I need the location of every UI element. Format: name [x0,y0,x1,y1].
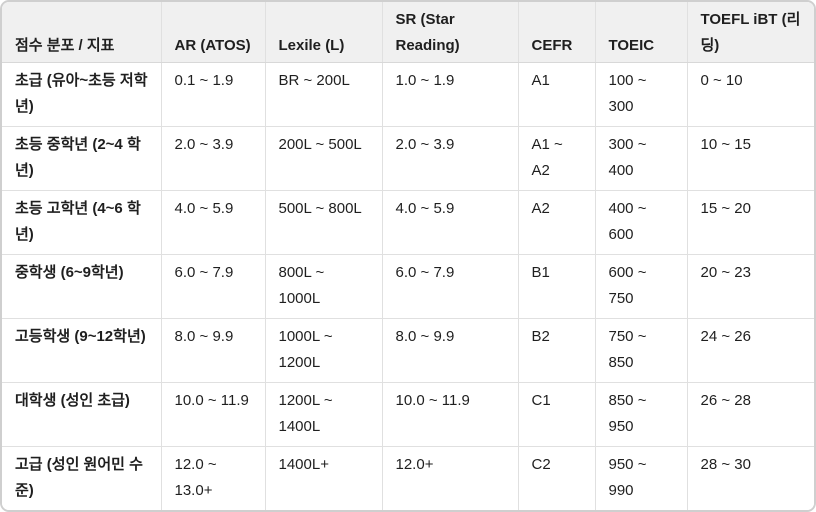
data-cell: 4.0 ~ 5.9 [160,190,266,255]
header-cell-sr-star-reading: SR (Star Reading) [381,2,519,63]
data-cell: 200L ~ 500L [264,126,383,191]
header-cell-lexile: Lexile (L) [264,2,383,63]
data-cell: 15 ~ 20 [686,190,814,255]
data-cell: 8.0 ~ 9.9 [160,318,266,383]
data-cell: C1 [517,382,596,447]
data-cell: C2 [517,446,596,510]
data-cell: 600 ~ 750 [594,254,688,319]
header-cell-toefl-ibt: TOEFL iBT (리딩) [686,2,814,63]
data-cell: 26 ~ 28 [686,382,814,447]
data-cell: BR ~ 200L [264,62,383,127]
header-cell-toeic: TOEIC [594,2,688,63]
row-label-cell: 초급 (유아~초등 저학년) [2,62,162,127]
data-cell: 1000L ~ 1200L [264,318,383,383]
data-cell: 20 ~ 23 [686,254,814,319]
data-cell: 1200L ~ 1400L [264,382,383,447]
row-label-cell: 중학생 (6~9학년) [2,254,162,319]
data-cell: 2.0 ~ 3.9 [381,126,519,191]
row-label-cell: 고등학생 (9~12학년) [2,318,162,383]
header-cell-ar-atos: AR (ATOS) [160,2,266,63]
data-cell: 750 ~ 850 [594,318,688,383]
data-cell: 1400L+ [264,446,383,510]
data-cell: B1 [517,254,596,319]
header-cell-cefr: CEFR [517,2,596,63]
header-row: 점수 분포 / 지표 AR (ATOS) Lexile (L) SR (Star… [2,2,814,63]
table-row: 초등 중학년 (2~4 학년) 2.0 ~ 3.9 200L ~ 500L 2.… [2,126,814,191]
data-cell: 0 ~ 10 [686,62,814,127]
row-label-cell: 초등 중학년 (2~4 학년) [2,126,162,191]
data-cell: 6.0 ~ 7.9 [160,254,266,319]
header-cell-score-index: 점수 분포 / 지표 [2,2,162,63]
data-cell: B2 [517,318,596,383]
table-row: 초급 (유아~초등 저학년) 0.1 ~ 1.9 BR ~ 200L 1.0 ~… [2,62,814,127]
data-cell: 10 ~ 15 [686,126,814,191]
data-cell: 28 ~ 30 [686,446,814,510]
table-row: 고급 (성인 원어민 수준) 12.0 ~ 13.0+ 1400L+ 12.0+… [2,446,814,510]
data-cell: A1 [517,62,596,127]
data-cell: 2.0 ~ 3.9 [160,126,266,191]
table-row: 중학생 (6~9학년) 6.0 ~ 7.9 800L ~ 1000L 6.0 ~… [2,254,814,319]
data-cell: 1.0 ~ 1.9 [381,62,519,127]
data-cell: 8.0 ~ 9.9 [381,318,519,383]
data-cell: A2 [517,190,596,255]
table-row: 대학생 (성인 초급) 10.0 ~ 11.9 1200L ~ 1400L 10… [2,382,814,447]
data-cell: 100 ~ 300 [594,62,688,127]
data-cell: 6.0 ~ 7.9 [381,254,519,319]
row-label-cell: 초등 고학년 (4~6 학년) [2,190,162,255]
row-label-cell: 고급 (성인 원어민 수준) [2,446,162,510]
data-cell: 800L ~ 1000L [264,254,383,319]
data-cell: 12.0+ [381,446,519,510]
data-cell: 950 ~ 990 [594,446,688,510]
row-label-cell: 대학생 (성인 초급) [2,382,162,447]
data-cell: 12.0 ~ 13.0+ [160,446,266,510]
data-cell: 10.0 ~ 11.9 [160,382,266,447]
data-cell: 850 ~ 950 [594,382,688,447]
data-cell: 500L ~ 800L [264,190,383,255]
data-cell: 300 ~ 400 [594,126,688,191]
data-cell: 400 ~ 600 [594,190,688,255]
data-cell: 0.1 ~ 1.9 [160,62,266,127]
data-cell: 24 ~ 26 [686,318,814,383]
table-row: 고등학생 (9~12학년) 8.0 ~ 9.9 1000L ~ 1200L 8.… [2,318,814,383]
data-cell: 4.0 ~ 5.9 [381,190,519,255]
table-row: 초등 고학년 (4~6 학년) 4.0 ~ 5.9 500L ~ 800L 4.… [2,190,814,255]
data-cell: 10.0 ~ 11.9 [381,382,519,447]
data-cell: A1 ~ A2 [517,126,596,191]
